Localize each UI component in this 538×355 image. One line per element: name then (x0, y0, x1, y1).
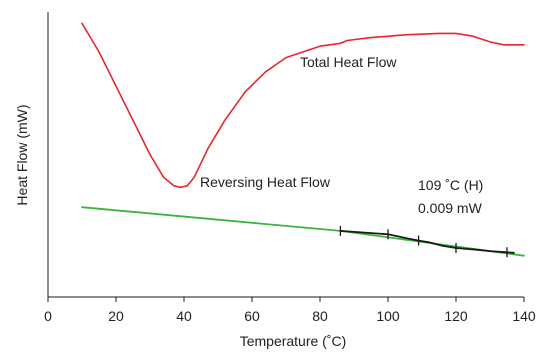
annotation-heat-flow: 0.009 mW (418, 200, 483, 216)
marker-group (339, 225, 508, 258)
reversing-transition-segment (339, 229, 515, 254)
y-axis-title: Heat Flow (mW) (14, 104, 30, 205)
x-tick-label: 140 (512, 308, 536, 324)
x-tick-label: 80 (312, 308, 328, 324)
annotation-temperature: 109 ˚C (H) (418, 177, 483, 193)
total-heat-flow-line (81, 22, 525, 189)
x-tick-label: 60 (244, 308, 260, 324)
total-heat-flow-label: Total Heat Flow (300, 54, 397, 70)
x-tick-label: 40 (176, 308, 192, 324)
x-axis-title: Temperature (˚C) (240, 333, 347, 349)
x-tick-label: 100 (376, 308, 400, 324)
x-ticks: 0 20 40 60 80 100 120 140 (44, 297, 536, 324)
reversing-heat-flow-label: Reversing Heat Flow (200, 174, 331, 190)
x-tick-label: 20 (108, 308, 124, 324)
x-tick-label: 0 (44, 308, 52, 324)
x-tick-label: 120 (444, 308, 468, 324)
axes (47, 12, 524, 298)
